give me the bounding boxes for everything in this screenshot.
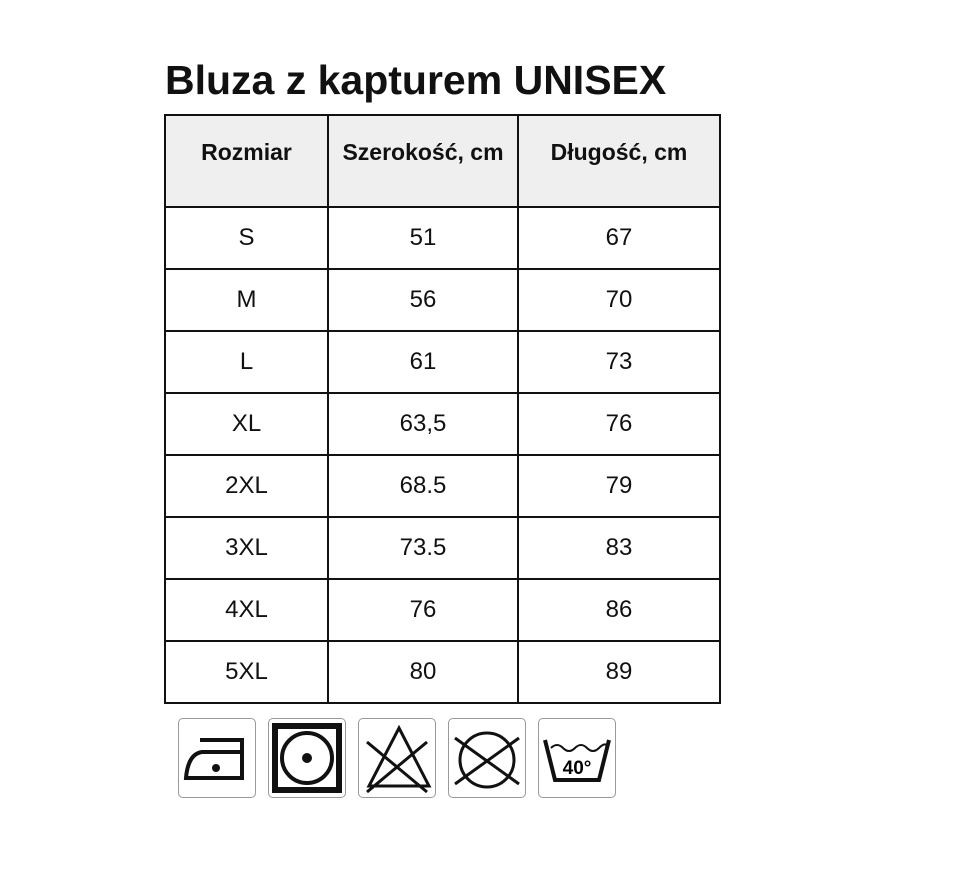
cell-length: 76 <box>517 392 721 456</box>
cell-size: L <box>164 330 329 394</box>
cell-width: 68.5 <box>327 454 519 518</box>
cell-size: M <box>164 268 329 332</box>
cell-size: 2XL <box>164 454 329 518</box>
cell-size: 5XL <box>164 640 329 704</box>
cell-length: 79 <box>517 454 721 518</box>
cell-length: 70 <box>517 268 721 332</box>
cell-width: 80 <box>327 640 519 704</box>
wash-40-icon: 40° <box>538 718 616 798</box>
cell-length: 73 <box>517 330 721 394</box>
cell-length: 89 <box>517 640 721 704</box>
wash-temp: 40° <box>563 758 592 779</box>
tumble-dry-icon <box>268 718 346 798</box>
size-table: Rozmiar Szerokość, cm Długość, cm S 51 67 M… <box>164 114 721 704</box>
table-row: 4XL 76 86 <box>164 578 721 642</box>
do-not-bleach-icon <box>358 718 436 798</box>
cell-size: S <box>164 206 329 270</box>
care-icons: 40° <box>178 718 616 798</box>
table-row: XL 63,5 76 <box>164 392 721 456</box>
cell-width: 63,5 <box>327 392 519 456</box>
table-row: 3XL 73.5 83 <box>164 516 721 580</box>
cell-width: 61 <box>327 330 519 394</box>
table-row: S 51 67 <box>164 206 721 270</box>
cell-size: 4XL <box>164 578 329 642</box>
cell-size: XL <box>164 392 329 456</box>
cell-length: 83 <box>517 516 721 580</box>
table-row: 2XL 68.5 79 <box>164 454 721 518</box>
header-size: Rozmiar <box>164 114 329 208</box>
cell-width: 51 <box>327 206 519 270</box>
header-width: Szerokość, cm <box>327 114 519 208</box>
table-row: 5XL 80 89 <box>164 640 721 704</box>
cell-width: 76 <box>327 578 519 642</box>
do-not-dry-clean-icon <box>448 718 526 798</box>
page-title: Bluza z kapturem UNISEX <box>165 57 667 103</box>
cell-width: 73.5 <box>327 516 519 580</box>
cell-width: 56 <box>327 268 519 332</box>
cell-length: 86 <box>517 578 721 642</box>
table-row: L 61 73 <box>164 330 721 394</box>
cell-size: 3XL <box>164 516 329 580</box>
cell-length: 67 <box>517 206 721 270</box>
iron-low-heat-icon <box>178 718 256 798</box>
table-row: M 56 70 <box>164 268 721 332</box>
header-length: Długość, cm <box>517 114 721 208</box>
table-header-row: Rozmiar Szerokość, cm Długość, cm <box>164 114 721 208</box>
